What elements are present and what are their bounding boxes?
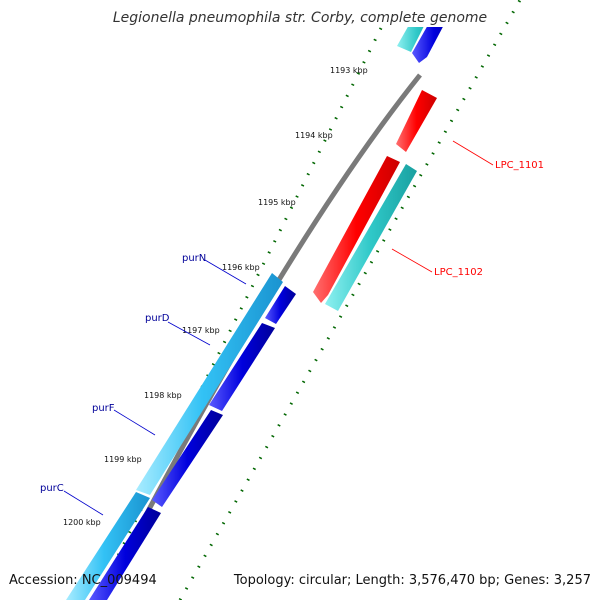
gene-label-LPC_1101: LPC_1101 — [495, 160, 544, 171]
leader-LPC_1102 — [391, 248, 433, 273]
tick-label-1198: 1198 kbp — [144, 391, 182, 400]
tick-label-1193: 1193 kbp — [330, 66, 368, 75]
gene-label-purN: purN — [182, 253, 206, 264]
feature-purN-blue — [265, 286, 296, 324]
inner-tick-ring — [178, 0, 522, 600]
leader-purN — [204, 259, 247, 285]
tick-label-1196: 1196 kbp — [222, 263, 260, 272]
feature-purC-track — [66, 492, 150, 600]
gene-label-purD: purD — [145, 313, 170, 324]
feature-LPC_1102-red — [313, 156, 400, 303]
feature-purN-track — [136, 273, 283, 495]
tick-label-1199: 1199 kbp — [104, 455, 142, 464]
genome-summary-label: Topology: circular; Length: 3,576,470 bp… — [233, 573, 591, 588]
feature-purD-blue — [209, 323, 275, 411]
feature-LPC_1101 — [396, 90, 437, 152]
tick-label-1195: 1195 kbp — [258, 198, 296, 207]
gene-label-purC: purC — [40, 483, 64, 494]
map-title: Legionella pneumophila str. Corby, compl… — [112, 10, 488, 26]
gene-label-LPC_1102: LPC_1102 — [434, 267, 483, 278]
feature-purC-blue — [89, 507, 161, 600]
feature-purF-blue — [152, 410, 223, 507]
title-backdrop — [110, 2, 490, 27]
leader-purF — [113, 409, 156, 436]
tick-label-1200: 1200 kbp — [63, 518, 101, 527]
accession-label: Accession: NC_009494 — [9, 573, 157, 588]
leader-LPC_1101 — [452, 140, 494, 166]
tick-label-1197: 1197 kbp — [182, 326, 220, 335]
tick-label-1194: 1194 kbp — [295, 131, 333, 140]
leader-purD — [167, 321, 211, 346]
gene-label-purF: purF — [92, 403, 115, 414]
leader-purC — [63, 490, 104, 516]
feature-LPC_1102-cyan — [325, 164, 417, 311]
